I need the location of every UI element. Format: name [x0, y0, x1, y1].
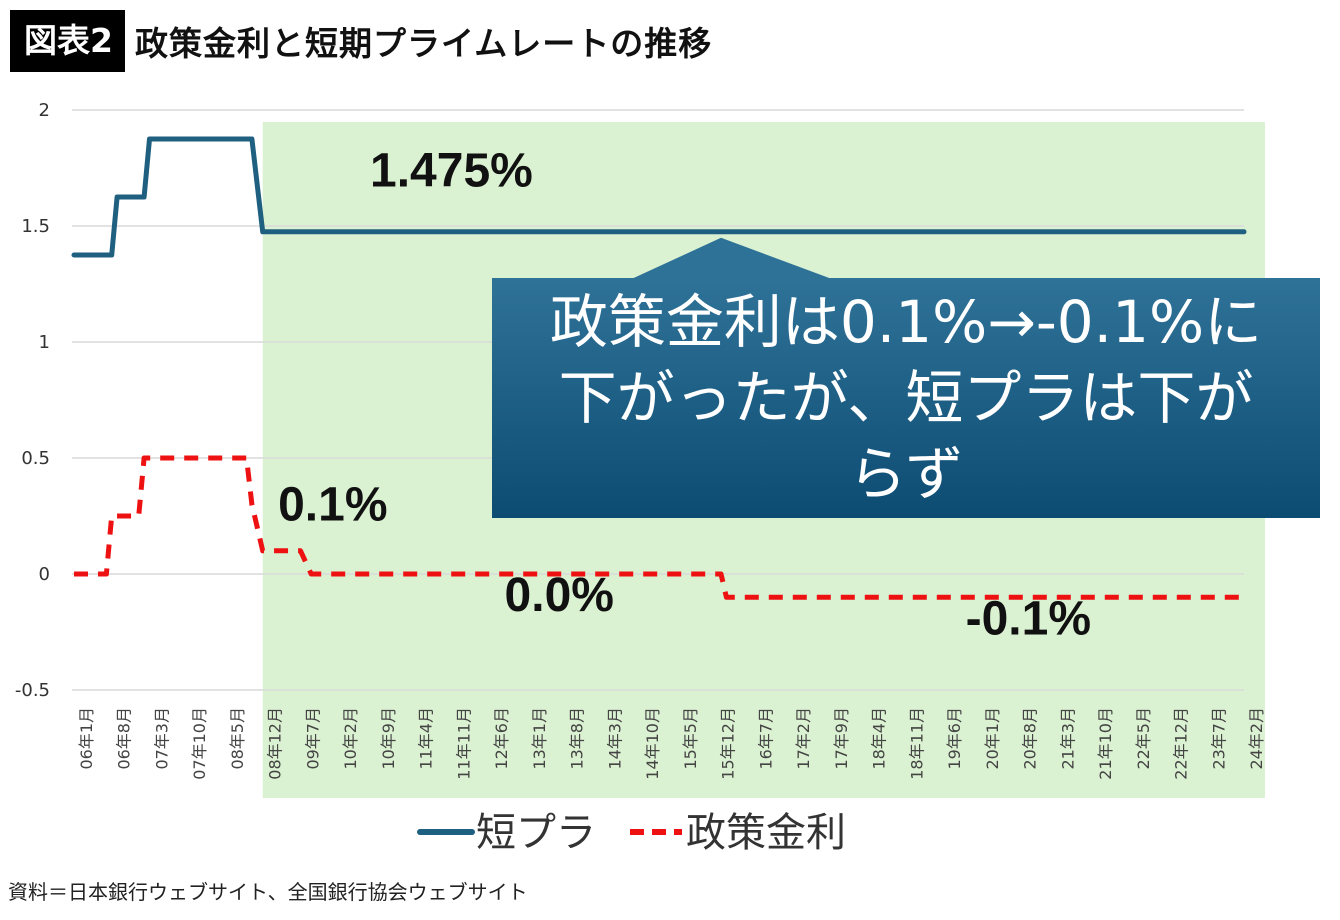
x-tick-label: 15年5月	[681, 707, 700, 770]
x-tick-label: 17年9月	[832, 707, 851, 770]
x-tick-label: 21年3月	[1058, 707, 1077, 770]
x-tick-label: 07年3月	[152, 707, 171, 770]
value-annotation: 1.475%	[370, 145, 533, 198]
x-tick-label: 16年7月	[756, 707, 775, 770]
y-tick-label: -0.5	[15, 680, 50, 701]
x-tick-label: 22年5月	[1134, 707, 1153, 770]
x-tick-label: 10年9月	[379, 707, 398, 770]
callout-text-line: 下がったが、短プラは下が	[559, 364, 1254, 432]
value-annotation: 0.1%	[278, 479, 387, 532]
x-tick-label: 20年1月	[983, 707, 1002, 770]
x-tick-label: 08年5月	[228, 707, 247, 770]
callout-pointer	[625, 237, 840, 282]
y-tick-label: 0.5	[21, 448, 50, 469]
x-tick-label: 18年11月	[907, 707, 926, 780]
legend-label: 政策金利	[686, 810, 846, 856]
series-line-policy-rate	[74, 455, 1244, 600]
x-tick-label: 20年8月	[1021, 707, 1040, 770]
x-tick-label: 14年3月	[605, 707, 624, 770]
value-annotation: -0.1%	[966, 592, 1091, 645]
x-tick-label: 21年10月	[1096, 707, 1115, 780]
x-tick-label: 23年7月	[1209, 707, 1228, 770]
series-line-short-prime	[71, 136, 1247, 258]
figure-badge: 図表2	[10, 10, 125, 72]
x-tick-label: 19年6月	[945, 707, 964, 770]
callout-text-line: らず	[849, 440, 964, 508]
x-tick-label: 11年4月	[417, 707, 436, 770]
legend-label: 短プラ	[476, 810, 596, 856]
x-tick-label: 13年8月	[568, 707, 587, 770]
x-tick-label: 24年2月	[1247, 707, 1266, 770]
source-note: 資料＝日本銀行ウェブサイト、全国銀行協会ウェブサイト	[8, 880, 528, 904]
x-tick-label: 06年1月	[77, 707, 96, 770]
x-tick-label: 22年12月	[1172, 707, 1191, 780]
y-tick-label: 2	[39, 100, 50, 121]
x-tick-label: 17年2月	[794, 707, 813, 770]
x-tick-label: 08年12月	[266, 707, 285, 780]
x-tick-label: 12年6月	[492, 707, 511, 770]
x-tick-label: 07年10月	[190, 707, 209, 780]
x-tick-label: 06年8月	[115, 707, 134, 770]
x-tick-label: 11年11月	[454, 707, 473, 780]
y-tick-label: 1	[39, 332, 50, 353]
x-tick-label: 13年1月	[530, 707, 549, 770]
y-tick-label: 1.5	[21, 216, 50, 237]
chart-header: 図表2 政策金利と短期プライムレートの推移	[10, 10, 712, 72]
x-tick-label: 15年12月	[719, 707, 738, 780]
value-annotation: 0.0%	[505, 569, 614, 622]
callout-text-line: 政策金利は0.1%→-0.1%に	[550, 288, 1262, 356]
callout-box	[492, 278, 1320, 518]
chart-title: 政策金利と短期プライムレートの推移	[134, 24, 713, 63]
x-tick-label: 14年10月	[643, 707, 662, 780]
x-tick-label: 09年7月	[303, 707, 322, 770]
x-tick-label: 10年2月	[341, 707, 360, 770]
x-tick-label: 18年4月	[870, 707, 889, 770]
y-tick-label: 0	[39, 564, 50, 585]
rate-chart: 2 1.5 1 0.5 0 -0.5 06年1月 06年8月 07年3月 07年10月 08年5月 0…	[15, 100, 1320, 856]
